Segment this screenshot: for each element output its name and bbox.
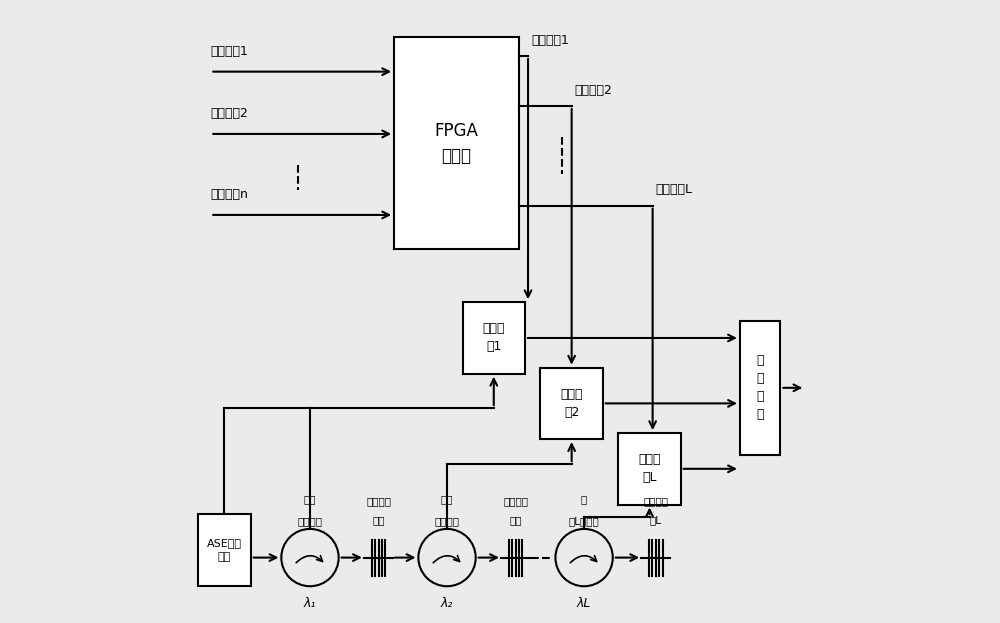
Text: 光调制
器1: 光调制 器1 — [483, 323, 505, 353]
Text: 第一光环: 第一光环 — [297, 516, 322, 526]
Text: 光纤光栅: 光纤光栅 — [503, 497, 528, 506]
Text: 光
耦
合
器: 光 耦 合 器 — [756, 354, 764, 421]
Text: 用户信号2: 用户信号2 — [210, 107, 248, 120]
Text: λ₁: λ₁ — [304, 597, 316, 611]
Text: 用户信号n: 用户信号n — [210, 188, 248, 201]
FancyBboxPatch shape — [394, 37, 519, 249]
FancyBboxPatch shape — [463, 302, 525, 374]
Text: 编码信号L: 编码信号L — [656, 183, 693, 196]
FancyBboxPatch shape — [540, 368, 603, 439]
FancyBboxPatch shape — [198, 514, 251, 586]
Text: 形器: 形器 — [304, 494, 316, 504]
Text: ASE宽带
光源: ASE宽带 光源 — [207, 538, 242, 562]
FancyBboxPatch shape — [618, 433, 681, 505]
Text: λL: λL — [577, 597, 591, 611]
Text: 编码信号2: 编码信号2 — [575, 83, 613, 97]
Text: 编码信号1: 编码信号1 — [531, 34, 569, 47]
Text: λ₂: λ₂ — [441, 597, 453, 611]
Text: 器: 器 — [581, 494, 587, 504]
Text: 光纤光栅: 光纤光栅 — [643, 497, 668, 506]
Text: 第L光环形: 第L光环形 — [569, 516, 599, 526]
Text: FPGA
编码器: FPGA 编码器 — [434, 121, 478, 165]
Text: 形器: 形器 — [441, 494, 453, 504]
Text: 第二: 第二 — [509, 515, 522, 525]
Text: 第L: 第L — [650, 515, 662, 525]
Text: 光调制
器2: 光调制 器2 — [560, 388, 583, 419]
Text: 光纤光栅: 光纤光栅 — [366, 497, 391, 506]
FancyBboxPatch shape — [740, 321, 780, 455]
Text: 光调制
器L: 光调制 器L — [638, 454, 661, 484]
Text: 用户信号1: 用户信号1 — [210, 45, 248, 58]
Text: 第二光环: 第二光环 — [435, 516, 460, 526]
Text: 第一: 第一 — [372, 515, 385, 525]
